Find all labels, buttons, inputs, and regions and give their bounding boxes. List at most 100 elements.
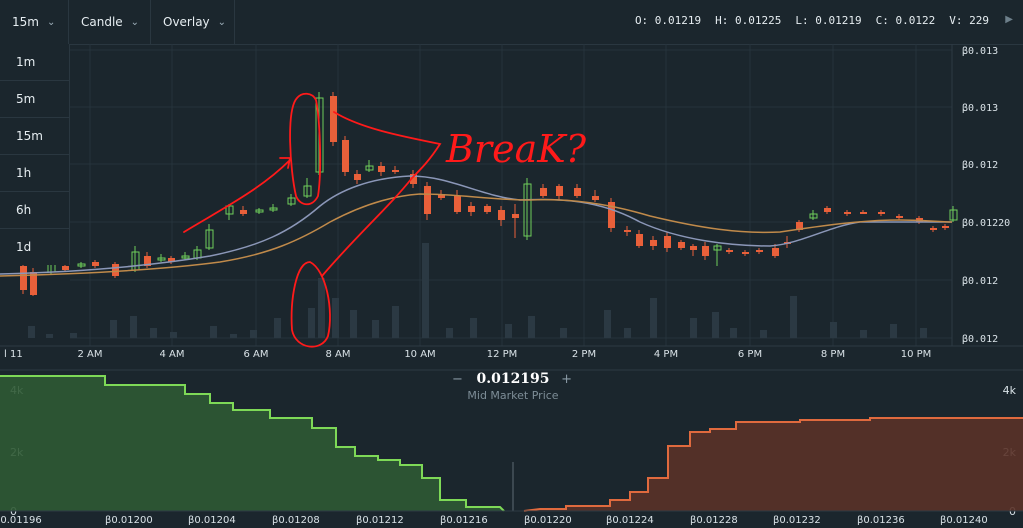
candle-body — [181, 255, 190, 259]
time-axis-label: l 11 — [4, 349, 23, 360]
candle-body — [378, 166, 385, 172]
candle-body — [942, 226, 949, 228]
candle-body — [269, 207, 278, 211]
candle-body — [392, 170, 399, 172]
candle-body — [650, 240, 657, 246]
candle-body — [742, 252, 749, 254]
volume-bar — [790, 296, 797, 338]
candle-body — [112, 264, 119, 276]
volume-bar — [528, 316, 535, 338]
mid-market-price: − 0.012195 + Mid Market Price — [446, 371, 580, 402]
time-axis-label: 6 AM — [243, 349, 268, 360]
candle-body — [702, 246, 709, 256]
chevron-down-icon: ⌄ — [217, 16, 227, 28]
volume-bar — [920, 328, 927, 338]
high-value: H: 0.01225 — [715, 14, 782, 27]
time-axis-label: 4 AM — [159, 349, 184, 360]
volume-bar — [392, 306, 399, 338]
candle-body — [824, 208, 831, 212]
marker-circle-volume — [290, 261, 331, 348]
time-axis-label: 8 AM — [325, 349, 350, 360]
price-axis-label: β0.012 — [962, 160, 998, 171]
time-axis-label: 2 PM — [572, 349, 596, 360]
volume-bar — [350, 310, 357, 338]
timeframe-1d[interactable]: 1d — [16, 240, 32, 254]
timeframe-1h[interactable]: 1h — [0, 155, 69, 192]
timeframe-1m[interactable]: 1m — [0, 44, 69, 81]
marker-arrow-up — [183, 157, 292, 233]
price-axis-label: β0.01220 — [962, 218, 1010, 229]
candle-body — [424, 186, 431, 214]
depth-x-label: β0.01204 — [188, 515, 236, 526]
bid-depth-area — [0, 376, 504, 511]
volume-bar — [422, 243, 429, 338]
volume-bar — [210, 326, 217, 338]
timeframe-15m[interactable]: 15m — [0, 118, 69, 155]
volume-value: V: 229 — [949, 14, 989, 27]
mid-price-label: Mid Market Price — [467, 389, 559, 402]
time-axis-label: 8 PM — [821, 349, 845, 360]
depth-x-label: β0.01224 — [606, 515, 654, 526]
price-axis-label: β0.013 — [962, 103, 998, 114]
zoom-in-button[interactable]: + — [561, 372, 572, 387]
volume-bar — [274, 318, 281, 338]
bid-depth-line — [0, 375, 505, 512]
candle-body — [523, 183, 532, 237]
candle-body — [454, 196, 461, 212]
depth-x-label: β0.01200 — [105, 515, 153, 526]
play-icon[interactable]: ▶ — [1005, 14, 1013, 25]
overlay-dropdown[interactable]: Overlay ⌄ — [151, 0, 235, 44]
open-value: O: 0.01219 — [634, 14, 702, 27]
volume-bar — [690, 318, 697, 338]
volume-bar — [470, 318, 477, 338]
volume-bar — [860, 330, 867, 338]
zoom-out-button[interactable]: − — [452, 372, 463, 387]
interval-dropdown[interactable]: 15m ⌄ — [0, 0, 69, 44]
candle-body — [809, 213, 818, 219]
candle-body — [512, 214, 519, 218]
price-axis-label: β0.012 — [962, 276, 998, 287]
volume-bar — [332, 298, 339, 338]
price-axis-label: β0.013 — [962, 46, 998, 57]
candle-body — [878, 212, 885, 214]
candle-body — [77, 263, 86, 267]
volume-bar — [110, 320, 117, 338]
candle-body — [30, 272, 37, 295]
time-axis-label: 6 PM — [738, 349, 762, 360]
volume-bar — [890, 324, 897, 338]
volume-bar — [150, 328, 157, 338]
depth-y-label-right: 4k — [1003, 384, 1017, 397]
candle-body — [574, 188, 581, 196]
depth-x-label: β0.01216 — [440, 515, 488, 526]
candle-body — [772, 248, 779, 256]
candle-body — [636, 234, 643, 246]
chart-type-dropdown[interactable]: Candle ⌄ — [69, 0, 151, 44]
candle-body — [157, 257, 166, 261]
timeframe-5m[interactable]: 5m — [0, 81, 69, 118]
volume-bar — [730, 328, 737, 338]
marker-arrow-down — [321, 111, 442, 277]
time-axis-label: 10 PM — [901, 349, 932, 360]
timeframe-6h[interactable]: 6h — [0, 192, 69, 229]
mid-price-value: 0.012195 — [476, 371, 550, 387]
candle-body — [205, 229, 214, 249]
candle-body — [484, 206, 491, 212]
interval-label: 15m — [12, 15, 39, 29]
volume-bar — [28, 326, 35, 338]
candle-body — [240, 210, 247, 214]
candle-body — [664, 236, 671, 248]
candle-body — [726, 250, 733, 252]
candle-body — [303, 185, 312, 197]
volume-bar — [604, 310, 611, 338]
volume-bar — [250, 330, 257, 338]
marker-circle-candle — [289, 92, 322, 206]
volume-bar — [318, 278, 325, 338]
candle-body — [678, 242, 685, 248]
depth-x-label: β0.01228 — [690, 515, 738, 526]
volume-bar — [505, 324, 512, 338]
price-axis-label: β0.012 — [962, 334, 998, 345]
ma-fast-line — [0, 175, 952, 275]
candle-body — [756, 250, 763, 252]
candle-body — [365, 165, 374, 171]
